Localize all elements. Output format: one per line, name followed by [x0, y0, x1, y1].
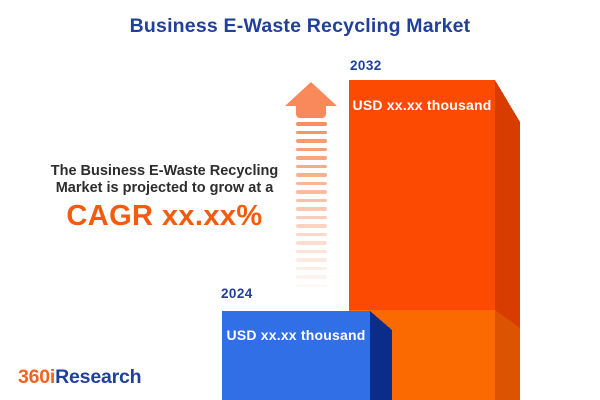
arrow-dash: [295, 147, 327, 151]
arrow-dash: [295, 181, 327, 185]
chart-title: Business E-Waste Recycling Market: [129, 15, 471, 37]
bar-2032-value-label: USD xx.xx thousand: [352, 97, 492, 113]
arrow-dash: [295, 173, 327, 177]
arrow-head-triangle: [285, 82, 337, 106]
arrow-dash: [295, 275, 327, 279]
arrow-dash: [295, 156, 327, 160]
arrow-dash: [295, 249, 327, 253]
bar-2024-side: [370, 311, 392, 400]
arrow-dash: [295, 224, 327, 228]
arrow-dash: [295, 258, 327, 262]
arrow-dash: [295, 198, 327, 202]
arrow-dash: [295, 215, 327, 219]
cagr-value: CAGR xx.xx%: [66, 200, 263, 232]
annotation-line-2: Market is projected to grow at a: [55, 179, 274, 196]
logo-suffix: Research: [55, 366, 142, 388]
logo-prefix: 360i: [18, 366, 56, 388]
arrow-dash: [295, 139, 327, 143]
arrow-dash: [295, 122, 327, 126]
annotation-line-1: The Business E-Waste Recycling: [50, 163, 279, 179]
growth-arrow: [285, 82, 337, 292]
growth-annotation: The Business E-Waste Recycling Market is…: [22, 163, 307, 233]
arrow-up-icon: [285, 82, 337, 118]
arrow-dash: [295, 130, 327, 134]
arrow-dash: [295, 207, 327, 211]
arrow-dash: [295, 232, 327, 236]
arrow-dash: [295, 164, 327, 168]
arrow-dash: [295, 266, 327, 270]
bar-2032-base-segment-side: [495, 310, 520, 400]
arrow-dash: [295, 283, 327, 287]
bar-2024-value-label: USD xx.xx thousand: [226, 327, 366, 343]
360iresearch-logo: 360iResearch: [18, 366, 142, 389]
bar-2024-year-label: 2024: [221, 286, 253, 301]
arrow-dash: [295, 241, 327, 245]
arrow-head-stem: [296, 101, 326, 118]
bar-2024-face: [222, 311, 370, 400]
arrow-dash: [295, 190, 327, 194]
arrow-dash-trail: [295, 122, 327, 292]
bar-2032-year-label: 2032: [350, 58, 382, 73]
